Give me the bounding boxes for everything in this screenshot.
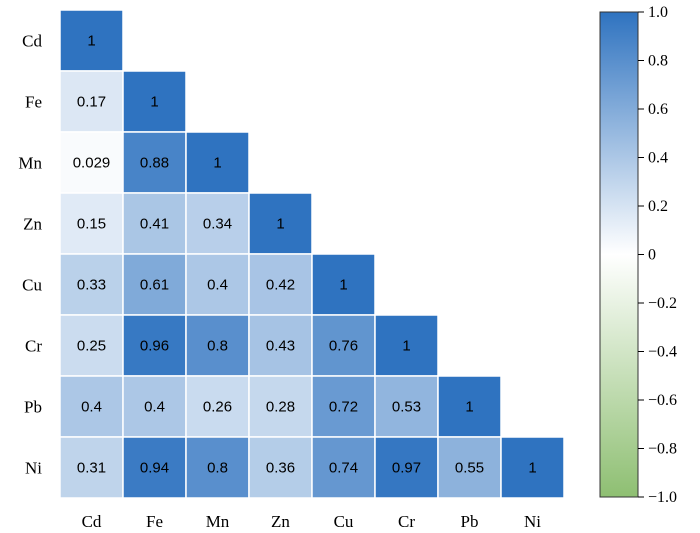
cell-value-label: 0.4 [144, 399, 165, 416]
colorbar-tick-label: −0.6 [648, 392, 677, 409]
row-labels: Cd Fe Mn Zn Cu Cr Pb Ni [18, 32, 42, 478]
cell-value-label: 1 [402, 338, 410, 355]
cell-value-label: 0.76 [329, 338, 358, 355]
row-label-fe: Fe [25, 93, 42, 112]
column-label-cr: Cr [398, 512, 415, 531]
cell-value-label: 0.4 [207, 277, 228, 294]
heatmap-cell-cr-fe [122, 314, 187, 377]
heatmap-cell-ni-cr [374, 436, 439, 499]
heatmap-cell-pb-cd [59, 375, 124, 438]
cell-value-label: 0.34 [203, 216, 232, 233]
column-labels: Cd Fe Mn Zn Cu Cr Pb Ni [82, 512, 542, 531]
cell-value-label: 0.8 [207, 460, 228, 477]
cell-value-label: 0.26 [203, 399, 232, 416]
cell-value-label: 0.74 [329, 460, 358, 477]
heatmap-cells: 10.17 10.029 0.88 10.15 0.41 0.34 10.33 0.61 0.4… [59, 9, 565, 499]
row-label-cr: Cr [25, 337, 42, 356]
heatmap-cell-cr-cr [374, 314, 439, 377]
cell-value-label: 0.55 [455, 460, 484, 477]
cell-value-label: 0.4 [81, 399, 102, 416]
heatmap-cell-zn-zn [248, 192, 313, 255]
heatmap-cell-cr-mn [185, 314, 250, 377]
cell-value-label: 0.17 [77, 94, 106, 111]
row-label-cu: Cu [22, 276, 42, 295]
cell-value-label: 1 [339, 277, 347, 294]
heatmap-cell-cu-fe [122, 253, 187, 316]
cell-value-label: 1 [276, 216, 284, 233]
colorbar-tick-label: 0.8 [648, 53, 668, 70]
colorbar-tick-label: 0 [648, 247, 656, 264]
cell-value-label: 0.97 [392, 460, 421, 477]
colorbar-tick-label: −0.2 [648, 295, 677, 312]
heatmap-cell-pb-fe [122, 375, 187, 438]
cell-value-label: 0.88 [140, 155, 169, 172]
column-label-zn: Zn [271, 512, 290, 531]
cell-value-label: 1 [150, 94, 158, 111]
heatmap-cell-cr-cd [59, 314, 124, 377]
colorbar-tick-label: 0.6 [648, 101, 668, 118]
heatmap-cell-pb-cr [374, 375, 439, 438]
heatmap-cell-cu-zn [248, 253, 313, 316]
colorbar-tick-label: −1.0 [648, 489, 677, 506]
heatmap-cell-cr-zn [248, 314, 313, 377]
cell-value-label: 0.94 [140, 460, 169, 477]
cell-value-label: 0.33 [77, 277, 106, 294]
heatmap-cell-zn-fe [122, 192, 187, 255]
cell-value-label: 0.28 [266, 399, 295, 416]
heatmap-cell-ni-pb [437, 436, 502, 499]
cell-value-label: 0.31 [77, 460, 106, 477]
colorbar-tick-label: 0.4 [648, 150, 668, 167]
column-label-cd: Cd [82, 512, 102, 531]
column-label-cu: Cu [334, 512, 354, 531]
cell-value-label: 0.25 [77, 338, 106, 355]
colorbar-tick-label: 1.0 [648, 4, 668, 21]
cell-value-label: 0.61 [140, 277, 169, 294]
cell-value-label: 0.43 [266, 338, 295, 355]
row-label-pb: Pb [24, 398, 42, 417]
column-label-ni: Ni [524, 512, 541, 531]
cell-value-label: 0.42 [266, 277, 295, 294]
cell-value-label: 0.36 [266, 460, 295, 477]
cell-value-label: 0.53 [392, 399, 421, 416]
heatmap-cell-cd-cd [59, 9, 124, 72]
column-label-mn: Mn [206, 512, 230, 531]
cell-value-label: 1 [213, 155, 221, 172]
colorbar-tick-label: 0.2 [648, 198, 668, 215]
cell-value-label: 0.029 [73, 155, 111, 172]
heatmap-cell-cr-cu [311, 314, 376, 377]
row-label-zn: Zn [23, 215, 42, 234]
heatmap-cell-pb-pb [437, 375, 502, 438]
cell-value-label: 0.96 [140, 338, 169, 355]
colorbar-tick-label: −0.8 [648, 441, 677, 458]
column-label-pb: Pb [461, 512, 479, 531]
heatmap-cell-ni-ni [500, 436, 565, 499]
column-label-fe: Fe [146, 512, 163, 531]
cell-value-label: 0.8 [207, 338, 228, 355]
cell-value-label: 0.41 [140, 216, 169, 233]
cell-value-label: 1 [465, 399, 473, 416]
cell-value-label: 1 [87, 33, 95, 50]
heatmap-cell-fe-cd [59, 70, 124, 133]
cell-value-label: 1 [528, 460, 536, 477]
heatmap-cell-mn-mn [185, 131, 250, 194]
row-label-mn: Mn [18, 154, 42, 173]
cell-value-label: 0.72 [329, 399, 358, 416]
colorbar: 1.0 0.8 0.6 0.4 0.2 0 −0.2 −0.4 −0.6 −0.8 −1.0 [599, 4, 677, 506]
colorbar-gradient [599, 11, 639, 498]
cell-value-label: 0.15 [77, 216, 106, 233]
row-label-ni: Ni [25, 459, 42, 478]
colorbar-tick-label: −0.4 [648, 344, 677, 361]
heatmap-cell-ni-cd [59, 436, 124, 499]
row-label-cd: Cd [22, 32, 42, 51]
heatmap-cell-ni-mn [185, 436, 250, 499]
